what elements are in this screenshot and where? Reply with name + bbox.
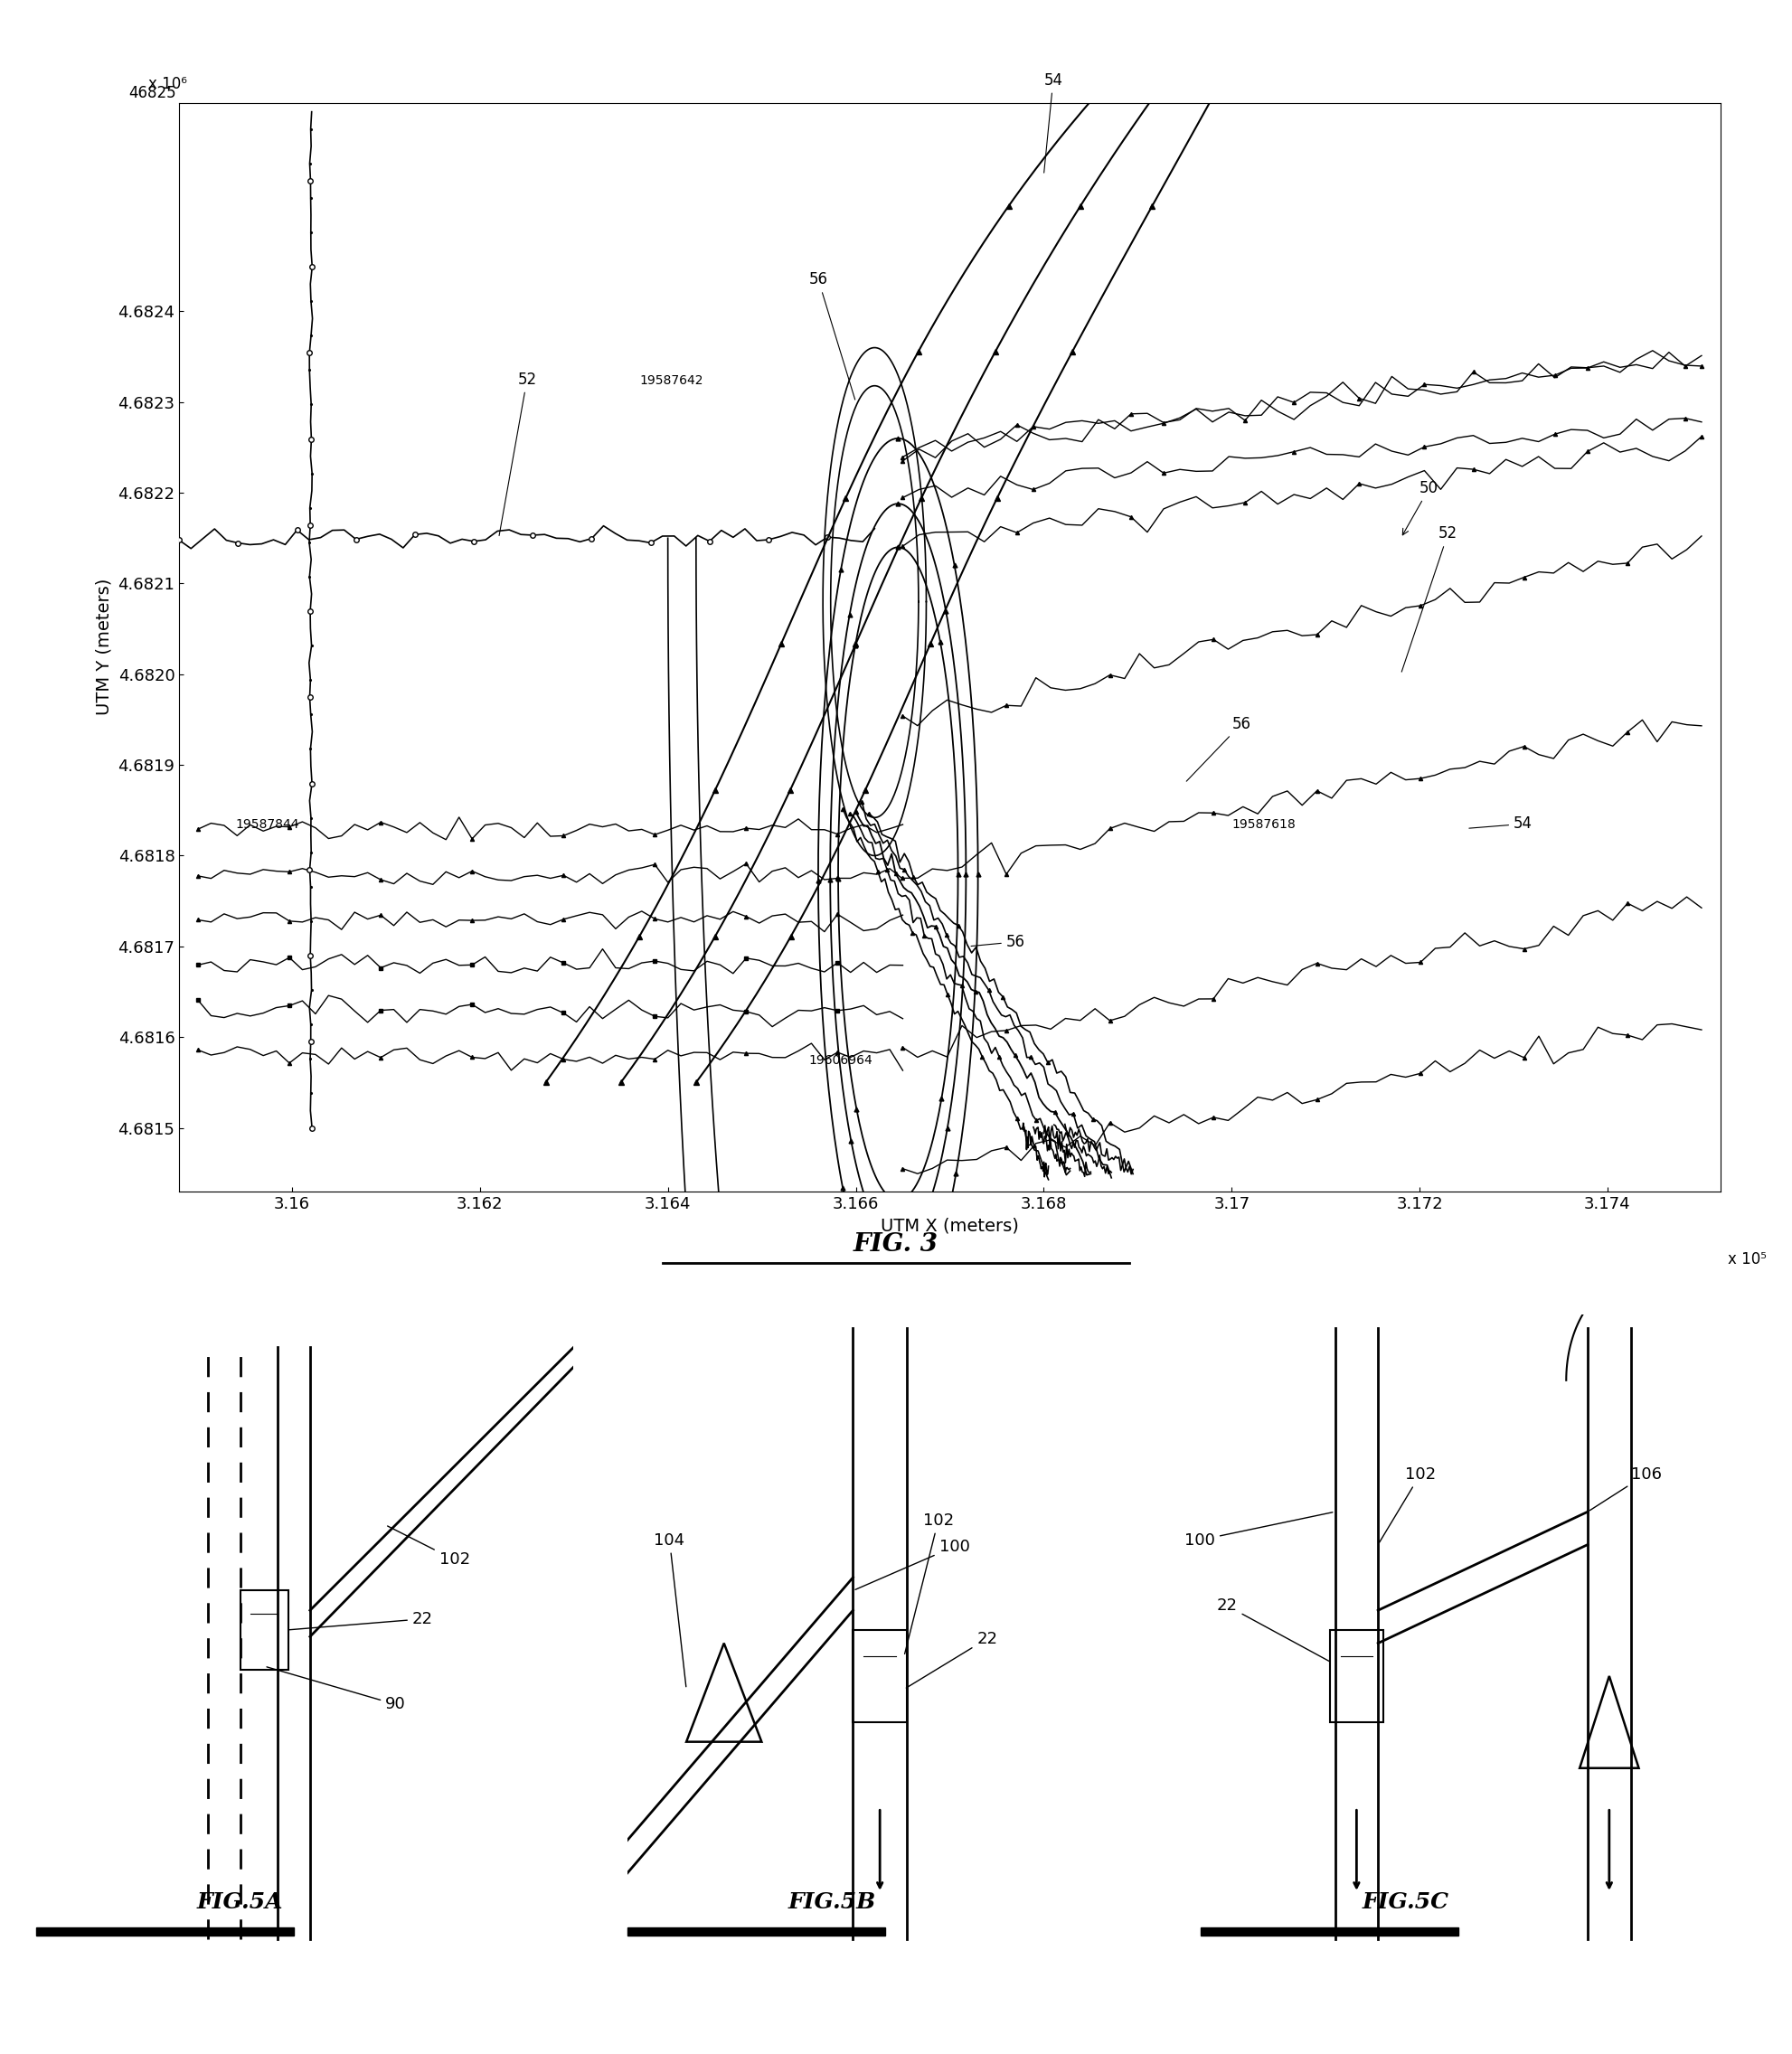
Text: x 10⁶: x 10⁶ (149, 76, 186, 92)
Text: 100: 100 (1185, 1512, 1333, 1549)
Text: 46825: 46825 (129, 86, 176, 101)
Text: 19587844: 19587844 (235, 817, 299, 832)
X-axis label: UTM X (meters): UTM X (meters) (880, 1218, 1020, 1234)
FancyBboxPatch shape (240, 1590, 289, 1670)
Text: 106: 106 (1590, 1467, 1661, 1510)
Text: 90: 90 (267, 1668, 405, 1713)
FancyBboxPatch shape (853, 1631, 907, 1721)
Bar (627, 1929, 885, 1935)
Text: FIG. 3: FIG. 3 (853, 1232, 939, 1257)
Text: 100: 100 (855, 1538, 969, 1590)
Text: 102: 102 (905, 1512, 953, 1653)
Text: 22: 22 (289, 1610, 434, 1631)
Text: 54: 54 (1469, 815, 1532, 832)
Bar (1201, 1929, 1459, 1935)
Text: 102: 102 (387, 1526, 470, 1567)
Polygon shape (686, 1643, 762, 1742)
Bar (36, 1929, 294, 1935)
Text: 19606964: 19606964 (808, 1054, 873, 1066)
FancyBboxPatch shape (1330, 1631, 1383, 1721)
Text: 52: 52 (1401, 526, 1457, 672)
Text: 102: 102 (1380, 1467, 1435, 1543)
Text: 56: 56 (808, 271, 855, 401)
Text: 104: 104 (654, 1532, 686, 1686)
Text: FIG.5C: FIG.5C (1362, 1892, 1448, 1912)
Text: 19587618: 19587618 (1231, 817, 1296, 832)
Text: 22: 22 (907, 1631, 998, 1688)
Text: 22: 22 (1217, 1598, 1330, 1662)
Polygon shape (1581, 1676, 1638, 1768)
Y-axis label: UTM Y (meters): UTM Y (meters) (95, 579, 113, 715)
Text: 52: 52 (500, 372, 536, 536)
Text: 50: 50 (1403, 481, 1439, 534)
Text: FIG.5B: FIG.5B (788, 1892, 876, 1912)
Text: 54: 54 (1043, 72, 1063, 173)
Text: x 10⁵: x 10⁵ (1727, 1251, 1767, 1267)
Text: 19587642: 19587642 (640, 374, 704, 386)
Text: FIG.5A: FIG.5A (197, 1892, 283, 1912)
Text: 56: 56 (971, 935, 1025, 951)
Text: 56: 56 (1186, 717, 1251, 781)
